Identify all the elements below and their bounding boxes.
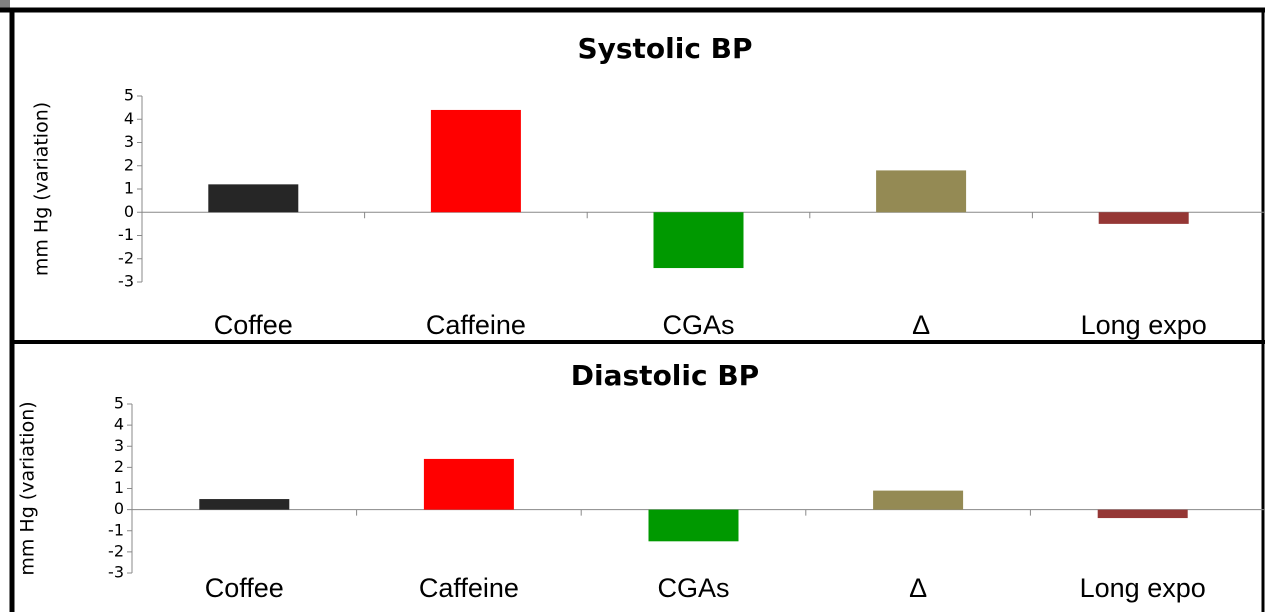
- y-tick-label: 2: [114, 457, 124, 476]
- y-tick-label: 4: [114, 415, 124, 434]
- y-tick-label: -1: [118, 225, 134, 244]
- x-tick-label: Long expo: [1081, 310, 1207, 340]
- y-tick-label: 0: [124, 202, 134, 221]
- y-tick-label: -1: [108, 520, 124, 539]
- y-tick-label: 3: [114, 436, 124, 455]
- y-tick-label: 5: [114, 394, 124, 413]
- bar: [653, 212, 744, 269]
- y-tick-label: -2: [108, 541, 124, 560]
- bar: [1098, 212, 1189, 224]
- x-tick-label: CGAs: [657, 573, 729, 603]
- y-tick-label: -3: [108, 563, 124, 582]
- bar: [1097, 509, 1188, 519]
- y-tick-label: 4: [124, 109, 134, 128]
- x-tick-label: CGAs: [662, 310, 734, 340]
- x-tick-label: Caffeine: [426, 310, 526, 340]
- y-tick-label: 3: [124, 132, 134, 151]
- bar: [430, 109, 521, 213]
- bar: [199, 499, 290, 510]
- chart-title: Systolic BP: [577, 32, 752, 65]
- y-tick-label: 1: [124, 179, 134, 198]
- x-tick-label: Long expo: [1080, 573, 1206, 603]
- x-tick-label: Δ: [912, 310, 930, 340]
- x-tick-label: Coffee: [205, 573, 284, 603]
- bar: [648, 509, 739, 542]
- bar: [208, 184, 299, 213]
- x-tick-label: Caffeine: [419, 573, 519, 603]
- y-tick-label: -3: [118, 272, 134, 291]
- y-axis-label: mm Hg (variation): [17, 401, 39, 575]
- y-tick-label: -2: [118, 248, 134, 267]
- y-tick-label: 2: [124, 155, 134, 174]
- x-tick-label: Coffee: [214, 310, 293, 340]
- bar: [873, 490, 964, 510]
- y-tick-label: 5: [124, 86, 134, 105]
- corner: [0, 0, 10, 10]
- y-tick-label: 0: [114, 499, 124, 518]
- y-axis-label: mm Hg (variation): [31, 102, 53, 276]
- y-tick-label: 1: [114, 478, 124, 497]
- chart-title: Diastolic BP: [571, 359, 759, 392]
- bar: [423, 458, 514, 510]
- bar: [876, 170, 967, 213]
- x-tick-label: Δ: [909, 573, 927, 603]
